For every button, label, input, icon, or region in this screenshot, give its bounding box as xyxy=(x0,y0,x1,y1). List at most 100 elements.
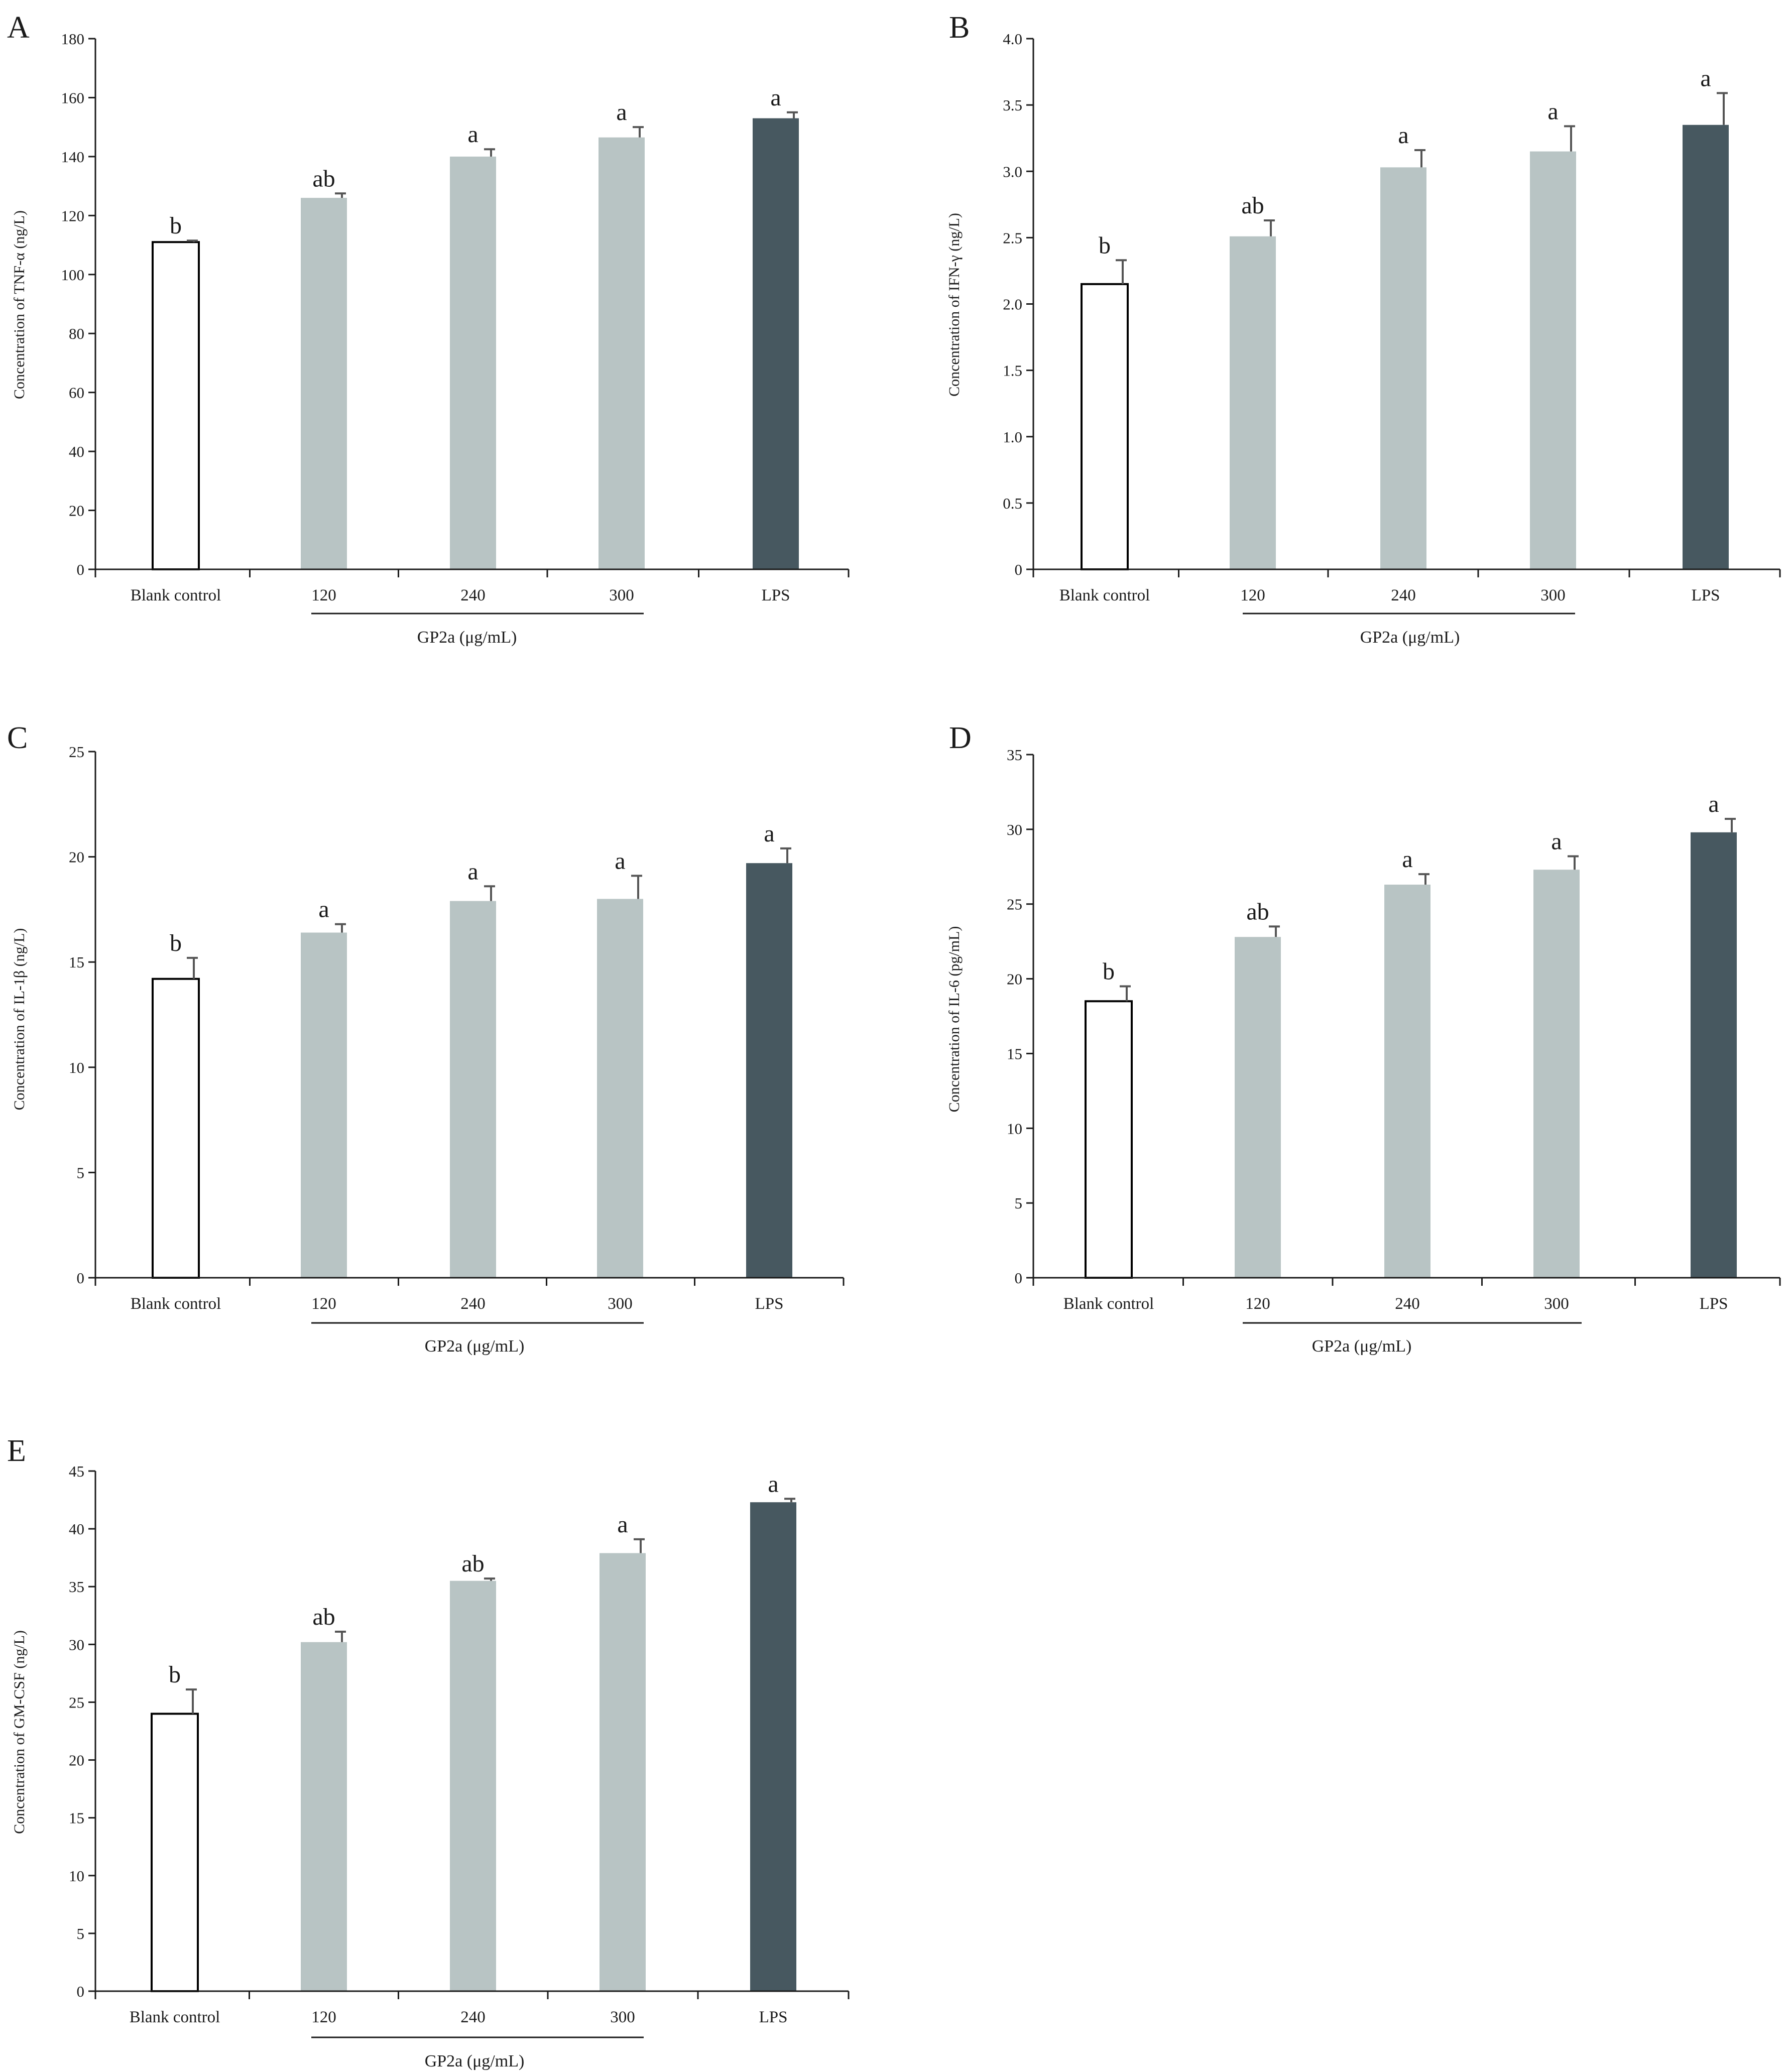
axes xyxy=(1032,755,1781,1286)
bar-120 xyxy=(301,932,347,1278)
bar-240 xyxy=(1384,885,1430,1278)
y-tick-label: 25 xyxy=(69,1693,84,1711)
y-tick-label: 60 xyxy=(69,384,84,402)
bar-blank-control xyxy=(152,241,200,570)
category-label: Blank control xyxy=(131,586,221,604)
y-tick-label: 1.0 xyxy=(1003,428,1022,446)
panel-e: E Concentration of GM-CSF (ng/L) 0 5 10 15 2… xyxy=(7,1434,850,2070)
y-tick-labels: 0 5 10 15 20 25 xyxy=(69,743,95,1287)
y-tick-label: 40 xyxy=(69,443,84,460)
panel-label: E xyxy=(7,1434,26,1468)
category-labels: Blank control 120 240 300 LPS xyxy=(131,1295,784,1313)
significance-letter: a xyxy=(467,121,478,148)
y-axis-label: Concentration of TNF-α (ng/L) xyxy=(11,210,28,399)
axes xyxy=(1032,39,1781,577)
category-label: 120 xyxy=(1245,1295,1270,1313)
y-tick-label: 0 xyxy=(1015,561,1023,578)
category-label: Blank control xyxy=(1059,586,1150,604)
y-tick-label: 20 xyxy=(69,502,84,520)
y-tick-label: 15 xyxy=(1007,1045,1022,1062)
panel-b: B Concentration of IFN-γ (ng/L) 0 0.5 1.0 1… xyxy=(946,11,1781,647)
bars: b a a a a xyxy=(152,820,792,1279)
y-tick-label: 10 xyxy=(1007,1120,1022,1137)
y-tick-label: 1.5 xyxy=(1003,362,1022,380)
y-tick-label: 3.0 xyxy=(1003,163,1022,180)
bar-lps xyxy=(746,863,792,1278)
bar-240 xyxy=(450,901,496,1278)
y-tick-label: 25 xyxy=(1007,896,1022,913)
axes xyxy=(94,39,850,577)
y-tick-label: 0 xyxy=(1015,1269,1023,1287)
category-label: 240 xyxy=(1391,586,1416,604)
bar-lps xyxy=(1691,832,1737,1278)
significance-letter: a xyxy=(764,820,774,847)
category-label: 300 xyxy=(1540,586,1566,604)
bar-300 xyxy=(1533,870,1580,1278)
significance-letter: a xyxy=(1700,65,1711,91)
panel-label: B xyxy=(949,11,970,45)
y-tick-label: 80 xyxy=(69,325,84,342)
category-label: LPS xyxy=(1700,1295,1728,1313)
bars: b ab ab a a xyxy=(151,1471,796,1992)
category-label: 240 xyxy=(460,2008,486,2026)
y-axis-label: Concentration of IL-6 (pg/mL) xyxy=(946,926,963,1113)
category-labels: Blank control 120 240 300 LPS xyxy=(130,2008,788,2026)
bar-blank-control xyxy=(151,1713,199,1992)
significance-letter: ab xyxy=(461,1550,484,1577)
y-tick-label: 35 xyxy=(69,1578,84,1596)
y-tick-label: 2.5 xyxy=(1003,229,1022,247)
category-labels: Blank control 120 240 300 LPS xyxy=(131,586,790,604)
significance-letter: a xyxy=(1547,98,1558,125)
y-axis-label: Concentration of IFN-γ (ng/L) xyxy=(946,213,963,397)
significance-letter: a xyxy=(768,1471,778,1497)
bar-300 xyxy=(597,899,643,1278)
significance-letter: a xyxy=(1708,791,1719,817)
bar-lps xyxy=(753,118,799,570)
bar-300 xyxy=(1530,151,1576,569)
y-tick-label: 30 xyxy=(1007,821,1022,838)
y-tick-label: 45 xyxy=(69,1462,84,1480)
significance-letter: a xyxy=(770,84,781,111)
bar-lps xyxy=(1683,125,1729,569)
category-label: 120 xyxy=(311,586,336,604)
significance-letter: b xyxy=(170,212,182,239)
y-tick-label: 180 xyxy=(61,30,85,48)
category-label: 120 xyxy=(1240,586,1265,604)
y-tick-label: 15 xyxy=(69,1809,84,1827)
y-tick-labels: 0 5 10 15 20 25 30 35 40 45 xyxy=(69,1462,95,2000)
significance-letter: a xyxy=(615,847,625,874)
bar-120 xyxy=(301,198,347,570)
bars: b ab a a a xyxy=(1081,65,1729,570)
significance-letter: a xyxy=(617,1511,628,1538)
y-tick-label: 0 xyxy=(77,1269,85,1287)
y-axis-label: Concentration of GM-CSF (ng/L) xyxy=(11,1630,28,1834)
category-labels: Blank control 120 240 300 LPS xyxy=(1059,586,1720,604)
y-tick-label: 30 xyxy=(69,1636,84,1653)
bar-blank-control xyxy=(1085,1000,1133,1279)
category-label: LPS xyxy=(759,2008,788,2026)
y-tick-label: 4.0 xyxy=(1003,30,1022,48)
group-label: GP2a (μg/mL) xyxy=(417,628,517,647)
y-axis-label: Concentration of IL-1β (ng/L) xyxy=(11,928,28,1111)
category-label: 300 xyxy=(1544,1295,1569,1313)
y-tick-label: 160 xyxy=(61,89,85,106)
significance-letter: b xyxy=(169,1661,181,1688)
category-label: 300 xyxy=(609,586,634,604)
bar-blank-control xyxy=(152,978,200,1279)
y-tick-label: 35 xyxy=(1007,746,1022,764)
bar-240 xyxy=(450,1580,496,1991)
y-tick-label: 5 xyxy=(1015,1194,1023,1212)
y-tick-label: 20 xyxy=(69,848,84,866)
y-tick-labels: 0 0.5 1.0 1.5 2.0 2.5 3.0 3.5 4.0 xyxy=(1003,30,1033,578)
bar-240 xyxy=(1380,167,1426,569)
panel-label: C xyxy=(7,721,28,755)
category-label: LPS xyxy=(755,1295,784,1313)
panel-d: D Concentration of IL-6 (pg/mL) 0 5 10 15 20… xyxy=(946,721,1781,1356)
significance-letter: b xyxy=(1099,232,1111,259)
significance-letter: a xyxy=(1398,122,1408,149)
axes xyxy=(94,1471,850,1999)
significance-letter: a xyxy=(1551,828,1562,855)
y-tick-label: 0 xyxy=(77,1983,85,2000)
category-label: 240 xyxy=(460,586,486,604)
